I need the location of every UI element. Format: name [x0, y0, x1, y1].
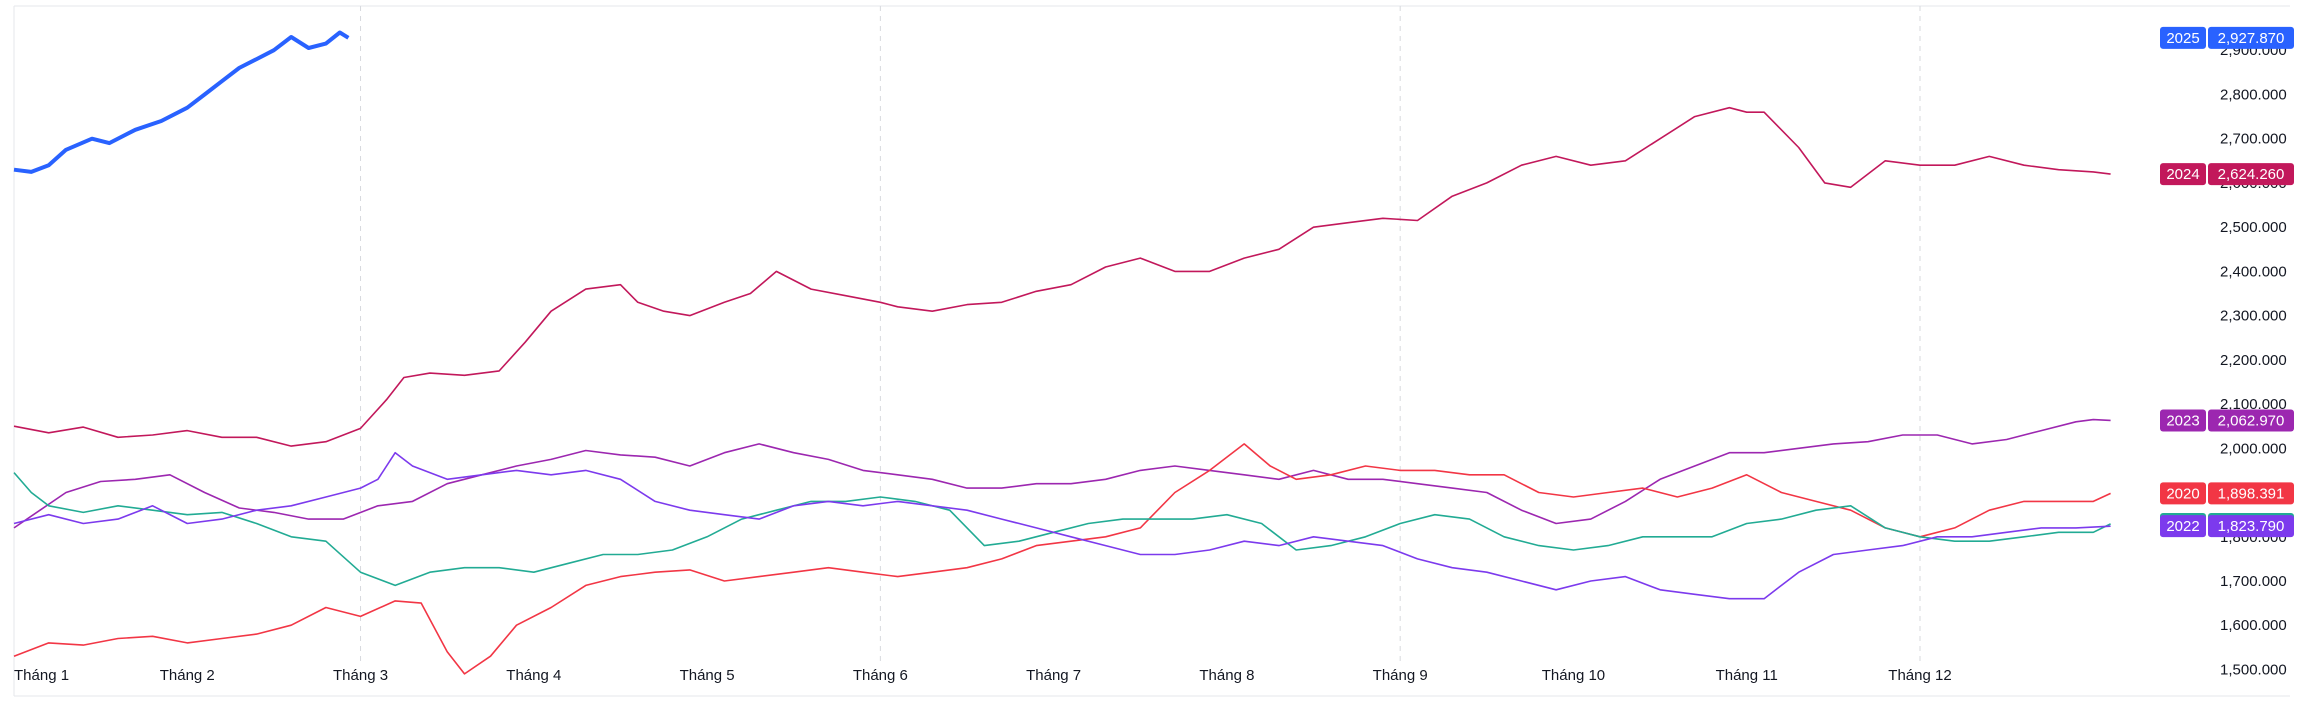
series-name-badge	[2160, 26, 2206, 49]
series-value-badge	[2208, 409, 2294, 432]
series-value-badge	[2208, 515, 2294, 538]
y-axis: 1,500.0001,600.0001,700.0001,800.0001,90…	[2220, 42, 2287, 678]
series-value-badge	[2208, 26, 2294, 49]
y-tick-label: 1,600.000	[2220, 617, 2287, 634]
series-name-badge	[2160, 409, 2206, 432]
series-last-value: 2,624.260	[2218, 166, 2285, 183]
series-lines	[13, 30, 2111, 675]
last-value-label-2025: 2025 2,927.870	[2160, 26, 2294, 49]
last-value-label-2022: 2022 1,823.790	[2160, 515, 2294, 538]
x-tick-label: Tháng 10	[1542, 667, 1605, 684]
series-value-badge	[2208, 163, 2294, 186]
x-tick-label: Tháng 1	[14, 667, 69, 684]
series-line-2025	[13, 30, 350, 174]
series-line-2020	[13, 443, 2111, 675]
y-tick-label: 2,800.000	[2220, 86, 2287, 103]
x-tick-label: Tháng 12	[1888, 667, 1951, 684]
series-line-2022	[13, 451, 2111, 600]
x-tick-label: Tháng 3	[333, 667, 388, 684]
x-tick-label: Tháng 6	[853, 667, 908, 684]
y-tick-label: 2,100.000	[2220, 396, 2287, 413]
last-value-label-2023: 2023 2,062.970	[2160, 409, 2294, 432]
series-line-2024	[13, 106, 2111, 447]
x-tick-label: Tháng 2	[160, 667, 215, 684]
series-name-badge	[2160, 163, 2206, 186]
series-name: 2023	[2166, 412, 2199, 429]
series-last-value: 2,062.970	[2218, 412, 2285, 429]
y-tick-label: 2,700.000	[2220, 131, 2287, 148]
x-axis: Tháng 1 Tháng 2 Tháng 3 Tháng 4 Tháng 5 Tháng…	[14, 667, 1952, 684]
series-last-value: 2,927.870	[2218, 30, 2285, 47]
y-tick-label: 2,400.000	[2220, 263, 2287, 280]
x-tick-label: Tháng 7	[1026, 667, 1081, 684]
y-tick-label: 2,200.000	[2220, 352, 2287, 369]
x-tick-label: Tháng 5	[680, 667, 735, 684]
x-tick-label: Tháng 9	[1373, 667, 1428, 684]
y-tick-label: 1,500.000	[2220, 661, 2287, 678]
series-name-badge	[2160, 515, 2206, 538]
series-name: 2025	[2166, 30, 2199, 47]
last-value-label-2020: 2020 1,898.391	[2160, 482, 2294, 505]
series-value-badge	[2208, 482, 2294, 505]
x-tick-label: Tháng 8	[1199, 667, 1254, 684]
y-tick-label: 1,700.000	[2220, 573, 2287, 590]
x-tick-label: Tháng 11	[1716, 667, 1778, 684]
series-last-value: 1,823.790	[2218, 518, 2285, 535]
y-tick-label: 2,500.000	[2220, 219, 2287, 236]
series-name: 2022	[2166, 518, 2199, 535]
last-value-label-2024: 2024 2,624.260	[2160, 163, 2294, 186]
series-name-badge	[2160, 482, 2206, 505]
series-line-2023	[13, 418, 2111, 529]
y-tick-label: 2,300.000	[2220, 308, 2287, 325]
series-name: 2020	[2166, 485, 2199, 502]
series-name: 2024	[2166, 166, 2199, 183]
y-tick-label: 2,000.000	[2220, 440, 2287, 457]
x-tick-label: Tháng 4	[506, 667, 561, 684]
series-last-value: 1,898.391	[2218, 485, 2285, 502]
